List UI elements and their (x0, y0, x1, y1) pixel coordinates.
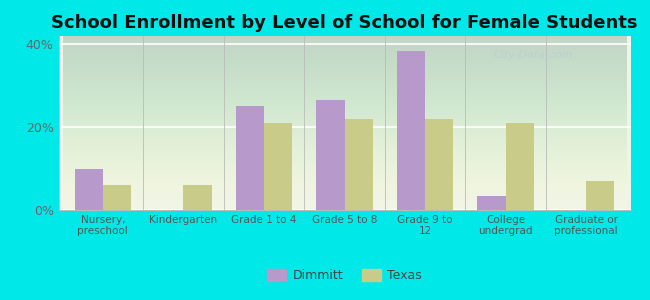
Text: City-Data.com: City-Data.com (493, 50, 573, 60)
Bar (586, 181, 614, 210)
Bar (236, 106, 264, 210)
Title: School Enrollment by Level of School for Female Students: School Enrollment by Level of School for… (51, 14, 638, 32)
Bar (75, 169, 103, 210)
Legend: Dimmitt, Texas: Dimmitt, Texas (263, 264, 426, 287)
Bar (103, 185, 131, 210)
Bar (344, 119, 372, 210)
Bar (425, 119, 453, 210)
Bar (183, 185, 211, 210)
Bar (264, 123, 292, 210)
Bar (478, 196, 506, 210)
Bar (317, 100, 345, 210)
Bar (506, 123, 534, 210)
Bar (397, 50, 425, 210)
